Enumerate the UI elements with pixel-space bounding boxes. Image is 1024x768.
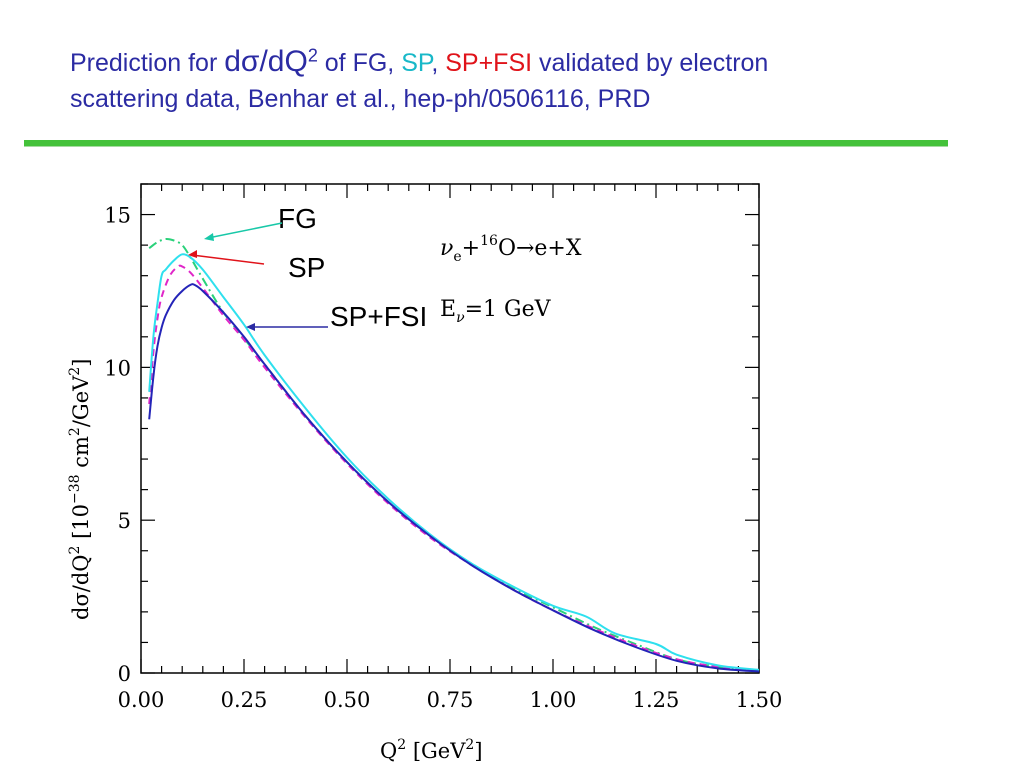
x-tick-label: 1.00 [530, 688, 577, 712]
label-sp: SP [288, 252, 325, 283]
title-spfsi: SP+FSI [445, 49, 533, 77]
title-prefix: Prediction for [70, 49, 225, 77]
arrowhead-spfsi [246, 323, 255, 331]
y-axis-title: dσ/dQ2 [10−38 cm2/GeV2] [67, 359, 93, 620]
label-fg: FG [278, 203, 317, 234]
arrow-fg [207, 222, 283, 239]
label-spfsi-group: SP+FSI [246, 301, 427, 332]
title-of: of FG, [317, 49, 402, 77]
x-tick-label: 1.50 [736, 688, 783, 712]
x-tick-label: 0.25 [221, 688, 268, 712]
arrow-sp [191, 254, 265, 265]
label-fg-group: FG [204, 203, 317, 241]
arrowhead-sp [188, 250, 197, 258]
label-spfsi: SP+FSI [330, 301, 427, 332]
x-tick-labels: 0.00 0.25 0.50 0.75 1.00 1.25 1.50 [118, 688, 783, 712]
series-spfsi-curve [148, 283, 760, 673]
title-line-1: Prediction for dσ/dQ2 of FG, SP, SP+FSI … [70, 44, 970, 81]
series-curves [148, 237, 760, 673]
title-line-2: scattering data, Benhar et al., hep-ph/0… [70, 85, 651, 113]
arrowhead-fg [204, 233, 214, 241]
title-dsigma: dσ/dQ [224, 45, 308, 78]
y-tick-label: 15 [104, 204, 131, 228]
y-tick-labels: 0 5 10 15 [104, 204, 131, 686]
x-tick-label: 1.25 [633, 688, 680, 712]
series-sp-dashed-curve [148, 264, 760, 672]
title-divider [24, 140, 948, 146]
slide-title: Prediction for dσ/dQ2 of FG, SP, SP+FSI … [70, 44, 970, 117]
title-suffix: validated by electron [532, 49, 769, 77]
series-sp-curve [148, 253, 760, 671]
x-tick-label: 0.00 [118, 688, 165, 712]
title-comma: , [431, 49, 446, 77]
x-tick-label: 0.75 [427, 688, 474, 712]
label-sp-group: SP [188, 250, 325, 283]
title-dsigma-sup: 2 [307, 45, 318, 66]
reaction-annotation: νe+16O→e+X [440, 233, 582, 265]
x-tick-label: 0.50 [324, 688, 371, 712]
series-fg-curve [148, 237, 760, 672]
y-tick-label: 0 [118, 662, 131, 686]
title-sp: SP [401, 49, 432, 77]
energy-annotation: Eν=1 GeV [440, 297, 552, 326]
y-tick-label: 5 [118, 509, 131, 533]
y-tick-label: 10 [104, 356, 131, 380]
x-axis-title: Q2 [GeV2] [380, 737, 483, 763]
